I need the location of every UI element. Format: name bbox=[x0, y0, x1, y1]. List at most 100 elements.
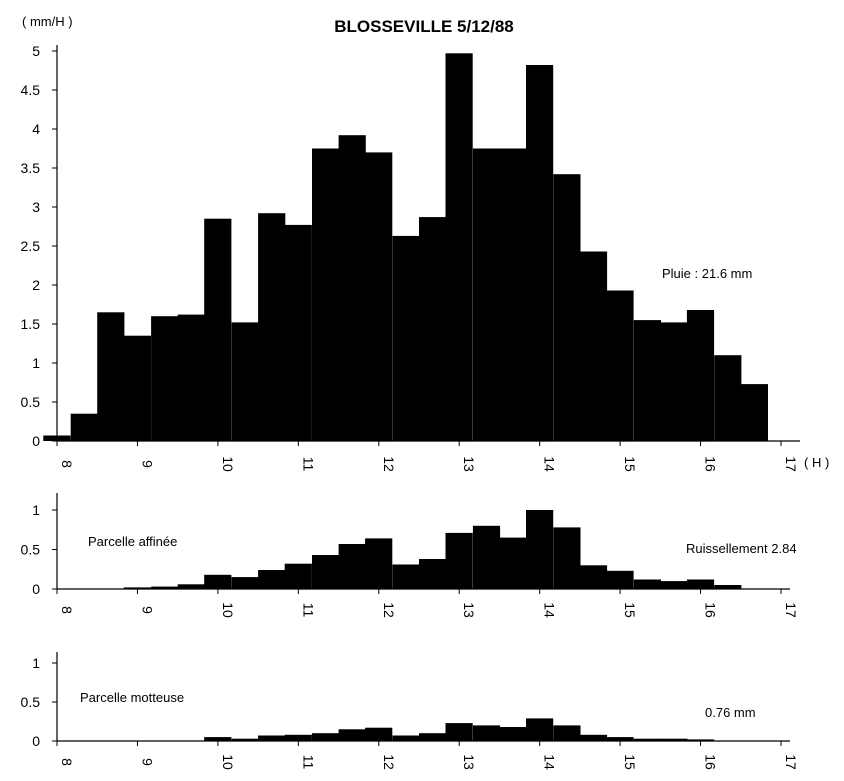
rainfall-bars bbox=[43, 53, 768, 442]
y-tick-label: 0.5 bbox=[21, 394, 41, 410]
bar bbox=[579, 251, 608, 441]
bar bbox=[284, 224, 312, 441]
runoff-fine-bars bbox=[123, 510, 742, 589]
bar bbox=[633, 738, 661, 741]
bar bbox=[499, 537, 527, 589]
y-tick-label: 1.5 bbox=[21, 316, 41, 332]
x-tick-label: 12 bbox=[381, 456, 397, 472]
bar bbox=[660, 738, 688, 741]
bar bbox=[419, 733, 447, 741]
bar bbox=[419, 559, 447, 589]
bar bbox=[365, 727, 393, 741]
runoff-cloddy-plot-chart: Parcelle motteuse 0.76 mm 0 0.5 1 8 9 10 11 12 1… bbox=[21, 652, 799, 770]
bar bbox=[365, 538, 393, 589]
bar bbox=[606, 290, 634, 441]
bar bbox=[472, 525, 501, 589]
x-tick-label: 8 bbox=[59, 758, 75, 766]
bar bbox=[660, 322, 688, 441]
bar bbox=[686, 310, 715, 441]
bar bbox=[123, 335, 151, 441]
bar bbox=[499, 148, 527, 441]
x-tick-label: 14 bbox=[542, 754, 558, 770]
y-tick-label: 1 bbox=[32, 355, 40, 371]
bar bbox=[553, 725, 581, 741]
bar bbox=[553, 527, 581, 589]
x-tick-label: 11 bbox=[300, 755, 316, 770]
bar bbox=[714, 355, 742, 441]
y-axis-unit-label: ( mm/H ) bbox=[22, 14, 73, 29]
rainfall-total-annotation: Pluie : 21.6 mm bbox=[662, 266, 752, 281]
axes: 0 0.5 1 8 9 10 11 12 13 14 15 16 17 bbox=[21, 652, 799, 770]
axes: 0 0.5 1 8 9 10 11 12 13 14 15 16 17 bbox=[21, 493, 799, 618]
axes: 0 0.5 1 1.5 2 2.5 3 3.5 4 4.5 5 8 9 10 11 12 13 14 15 16 17 bbox=[21, 43, 800, 472]
plot-name-annotation: Parcelle affinée bbox=[88, 534, 177, 549]
y-tick-label: 1 bbox=[32, 655, 40, 671]
y-tick-label: 0 bbox=[32, 733, 40, 749]
bar bbox=[606, 737, 634, 741]
rainfall-intensity-chart: BLOSSEVILLE 5/12/88 ( mm/H ) ( H ) Pluie… bbox=[21, 14, 830, 472]
runoff-cloddy-bars bbox=[204, 718, 715, 741]
bar bbox=[177, 584, 205, 589]
x-tick-label: 14 bbox=[542, 602, 558, 618]
bar bbox=[231, 322, 259, 441]
bar bbox=[392, 735, 420, 741]
bar bbox=[258, 570, 286, 589]
bar bbox=[284, 563, 312, 589]
bar bbox=[740, 384, 768, 441]
bar bbox=[445, 532, 473, 589]
plot-name-annotation: Parcelle motteuse bbox=[80, 690, 184, 705]
x-tick-label: 13 bbox=[461, 456, 477, 472]
bar bbox=[472, 148, 501, 441]
bar bbox=[445, 723, 473, 741]
bar bbox=[338, 544, 366, 589]
x-tick-label: 13 bbox=[461, 602, 477, 618]
x-tick-label: 11 bbox=[300, 457, 316, 472]
bar bbox=[231, 738, 259, 741]
bar bbox=[312, 148, 340, 441]
bar bbox=[472, 725, 501, 741]
x-tick-label: 8 bbox=[59, 606, 75, 614]
bar bbox=[606, 570, 634, 589]
x-tick-label: 12 bbox=[381, 602, 397, 618]
x-tick-label: 16 bbox=[703, 456, 719, 472]
bar bbox=[312, 555, 340, 589]
x-tick-label: 10 bbox=[220, 602, 236, 618]
y-tick-label: 3 bbox=[32, 199, 40, 215]
x-tick-label: 16 bbox=[703, 754, 719, 770]
runoff-total-annotation: Ruissellement 2.84 bbox=[686, 541, 797, 556]
bar bbox=[686, 739, 715, 741]
x-tick-label: 17 bbox=[783, 754, 799, 770]
bar bbox=[123, 587, 151, 589]
x-axis-unit-label: ( H ) bbox=[804, 455, 829, 470]
y-tick-label: 0.5 bbox=[21, 694, 41, 710]
x-tick-label: 15 bbox=[622, 602, 638, 618]
y-tick-label: 0 bbox=[32, 433, 40, 449]
bar bbox=[526, 718, 554, 741]
bar bbox=[499, 727, 527, 741]
bar bbox=[633, 579, 661, 589]
bar bbox=[365, 152, 393, 441]
bar bbox=[445, 53, 473, 442]
bar bbox=[204, 218, 232, 441]
runoff-fine-plot-chart: Parcelle affinée Ruissellement 2.84 0 0.5… bbox=[21, 493, 799, 618]
bar bbox=[151, 586, 179, 589]
bar bbox=[686, 579, 715, 589]
x-tick-label: 9 bbox=[139, 460, 155, 468]
bar bbox=[70, 413, 98, 441]
x-tick-label: 17 bbox=[783, 456, 799, 472]
runoff-total-annotation: 0.76 mm bbox=[705, 705, 756, 720]
x-tick-label: 11 bbox=[300, 603, 316, 618]
x-tick-label: 17 bbox=[783, 602, 799, 618]
y-tick-label: 4.5 bbox=[21, 82, 41, 98]
bar bbox=[284, 734, 312, 741]
bar bbox=[338, 729, 366, 741]
x-tick-label: 10 bbox=[220, 754, 236, 770]
bar bbox=[714, 585, 742, 589]
bar bbox=[579, 565, 608, 589]
bar bbox=[633, 320, 661, 441]
x-tick-label: 9 bbox=[139, 606, 155, 614]
bar bbox=[204, 574, 232, 589]
y-tick-label: 0.5 bbox=[21, 542, 41, 558]
x-tick-label: 13 bbox=[461, 754, 477, 770]
